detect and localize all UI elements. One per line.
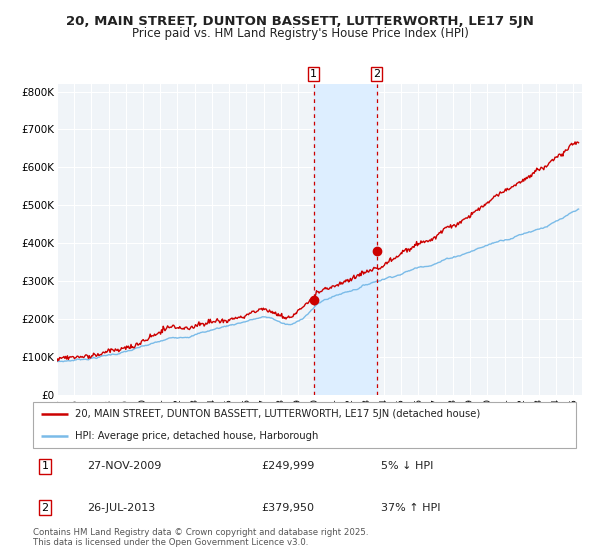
Text: 37% ↑ HPI: 37% ↑ HPI [380, 503, 440, 513]
Text: Price paid vs. HM Land Registry's House Price Index (HPI): Price paid vs. HM Land Registry's House … [131, 27, 469, 40]
Text: 5% ↓ HPI: 5% ↓ HPI [380, 461, 433, 472]
Text: 20, MAIN STREET, DUNTON BASSETT, LUTTERWORTH, LE17 5JN (detached house): 20, MAIN STREET, DUNTON BASSETT, LUTTERW… [76, 409, 481, 419]
Text: 1: 1 [310, 69, 317, 80]
Bar [314, 84, 377, 395]
Text: HPI: Average price, detached house, Harborough: HPI: Average price, detached house, Harb… [76, 431, 319, 441]
Text: Contains HM Land Registry data © Crown copyright and database right 2025.
This d: Contains HM Land Registry data © Crown c… [33, 528, 368, 547]
Text: £249,999: £249,999 [261, 461, 314, 472]
Text: 27-NOV-2009: 27-NOV-2009 [88, 461, 161, 472]
FancyBboxPatch shape [33, 402, 576, 448]
Text: £379,950: £379,950 [261, 503, 314, 513]
Text: 2: 2 [41, 503, 49, 513]
Text: 1: 1 [41, 461, 49, 472]
Text: 2: 2 [373, 69, 380, 80]
Text: 26-JUL-2013: 26-JUL-2013 [88, 503, 155, 513]
Text: 20, MAIN STREET, DUNTON BASSETT, LUTTERWORTH, LE17 5JN: 20, MAIN STREET, DUNTON BASSETT, LUTTERW… [66, 15, 534, 27]
